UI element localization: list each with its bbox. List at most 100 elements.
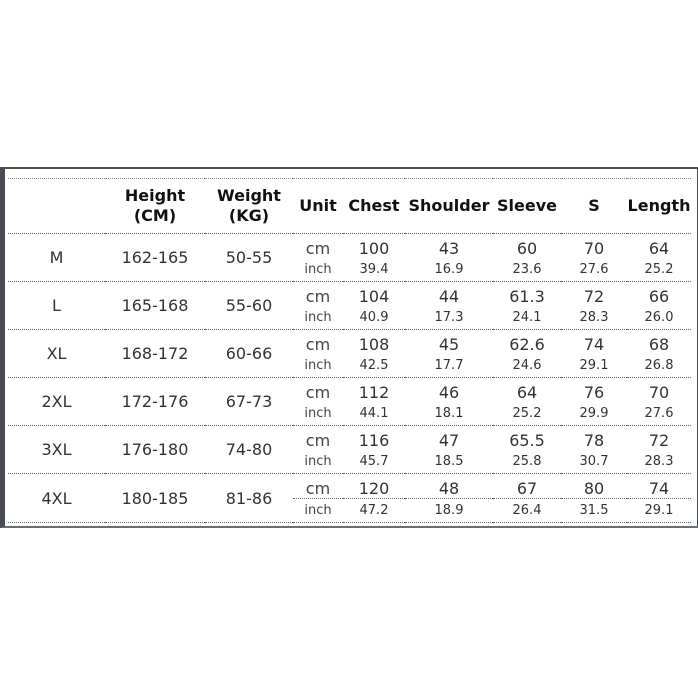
inch-value: 28.3	[644, 454, 674, 469]
table-row-inch: inch 47.2 18.9 26.4 31.5 29.1	[8, 498, 691, 523]
table-row-cm: 3XL 176-180 74-80 cm 116 47 65.5 78 72	[8, 425, 691, 474]
size-cell: 3XL	[8, 425, 105, 474]
cm-value: 67	[493, 473, 561, 499]
table-row-inch: inch 45.7 18.5 25.8 30.7 28.3	[8, 450, 691, 474]
inch-value: 26.8	[644, 358, 674, 373]
size-cell: 2XL	[8, 377, 105, 426]
cm-value: 74	[561, 329, 627, 354]
cm-value: 66	[627, 281, 691, 306]
cm-value: 47	[405, 425, 493, 450]
unit-inch: inch	[304, 358, 332, 373]
inch-value: 27.6	[644, 406, 674, 421]
header-height-label: Height	[124, 186, 186, 205]
table-row-cm: M 162-165 50-55 cm 100 43 60 70 64	[8, 233, 691, 282]
cm-value: 61.3	[493, 281, 561, 306]
unit-cm: cm	[293, 473, 343, 499]
cm-value: 74	[627, 473, 691, 499]
size-chart-table: Height (CM) Weight (KG) Unit Chest Shoulde…	[8, 178, 691, 523]
inch-value: 26.0	[644, 310, 674, 325]
table-row-cm: 4XL 180-185 81-86 cm 120 48 67 80 74	[8, 473, 691, 523]
cm-value: 80	[561, 473, 627, 499]
unit-inch: inch	[304, 310, 332, 325]
cm-value: 70	[627, 377, 691, 402]
weight-cell: 81-86	[205, 473, 293, 523]
unit-cm: cm	[293, 329, 343, 354]
inch-value: 18.9	[405, 498, 493, 523]
inch-value: 24.1	[512, 310, 542, 325]
size-cell: L	[8, 281, 105, 330]
cm-value: 76	[561, 377, 627, 402]
inch-value: 25.2	[512, 406, 542, 421]
cm-value: 48	[405, 473, 493, 499]
inch-value: 29.9	[579, 406, 609, 421]
inch-value: 17.7	[434, 358, 464, 373]
table-row-inch: inch 39.4 16.9 23.6 27.6 25.2	[8, 258, 691, 282]
inch-value: 28.3	[579, 310, 609, 325]
height-cell: 162-165	[105, 233, 205, 282]
cm-value: 104	[343, 281, 405, 306]
size-chart-frame: Height (CM) Weight (KG) Unit Chest Shoulde…	[0, 167, 698, 528]
header-row: Height (CM) Weight (KG) Unit Chest Shoulde…	[8, 178, 691, 234]
unit-inch: inch	[304, 262, 332, 277]
header-weight-unit: (KG)	[228, 206, 270, 225]
unit-inch: inch	[293, 498, 343, 523]
header-chest: Chest	[343, 178, 405, 234]
inch-value: 39.4	[359, 262, 389, 277]
inch-value: 47.2	[343, 498, 405, 523]
height-cell: 168-172	[105, 329, 205, 378]
inch-value: 24.6	[512, 358, 542, 373]
unit-inch: inch	[304, 454, 332, 469]
header-unit: Unit	[293, 178, 343, 234]
cm-value: 72	[627, 425, 691, 450]
inch-value: 27.6	[579, 262, 609, 277]
inch-value: 16.9	[434, 262, 464, 277]
inch-value: 25.8	[512, 454, 542, 469]
header-height: Height (CM)	[105, 178, 205, 234]
cm-value: 65.5	[493, 425, 561, 450]
header-s: S	[561, 178, 627, 234]
table-row-cm: L 165-168 55-60 cm 104 44 61.3 72 66	[8, 281, 691, 330]
header-sleeve: Sleeve	[493, 178, 561, 234]
cm-value: 100	[343, 233, 405, 258]
cm-value: 116	[343, 425, 405, 450]
header-height-unit: (CM)	[133, 206, 177, 225]
inch-value: 45.7	[359, 454, 389, 469]
unit-cm: cm	[293, 281, 343, 306]
inch-value: 26.4	[493, 498, 561, 523]
unit-cm: cm	[293, 233, 343, 258]
header-weight: Weight (KG)	[205, 178, 293, 234]
inch-value: 44.1	[359, 406, 389, 421]
cm-value: 46	[405, 377, 493, 402]
table-row-cm: 2XL 172-176 67-73 cm 112 46 64 76 70	[8, 377, 691, 426]
weight-cell: 60-66	[205, 329, 293, 378]
inch-value: 31.5	[561, 498, 627, 523]
inch-value: 30.7	[579, 454, 609, 469]
cm-value: 64	[493, 377, 561, 402]
cm-value: 108	[343, 329, 405, 354]
unit-cm: cm	[293, 377, 343, 402]
cm-value: 60	[493, 233, 561, 258]
size-cell: XL	[8, 329, 105, 378]
height-cell: 180-185	[105, 473, 205, 523]
table-row-inch: inch 44.1 18.1 25.2 29.9 27.6	[8, 402, 691, 426]
unit-inch: inch	[304, 406, 332, 421]
table-row-inch: inch 42.5 17.7 24.6 29.1 26.8	[8, 354, 691, 378]
weight-cell: 74-80	[205, 425, 293, 474]
header-weight-label: Weight	[217, 186, 281, 205]
inch-value: 29.1	[627, 498, 691, 523]
inch-value: 17.3	[434, 310, 464, 325]
weight-cell: 67-73	[205, 377, 293, 426]
cm-value: 68	[627, 329, 691, 354]
inch-value: 25.2	[644, 262, 674, 277]
cm-value: 70	[561, 233, 627, 258]
unit-cm: cm	[293, 425, 343, 450]
cm-value: 120	[343, 473, 405, 499]
size-cell: 4XL	[8, 473, 105, 523]
weight-cell: 50-55	[205, 233, 293, 282]
cm-value: 43	[405, 233, 493, 258]
table-row-cm: XL 168-172 60-66 cm 108 45 62.6 74 68	[8, 329, 691, 378]
cm-value: 64	[627, 233, 691, 258]
inch-value: 42.5	[359, 358, 389, 373]
cm-value: 45	[405, 329, 493, 354]
inch-value: 29.1	[579, 358, 609, 373]
